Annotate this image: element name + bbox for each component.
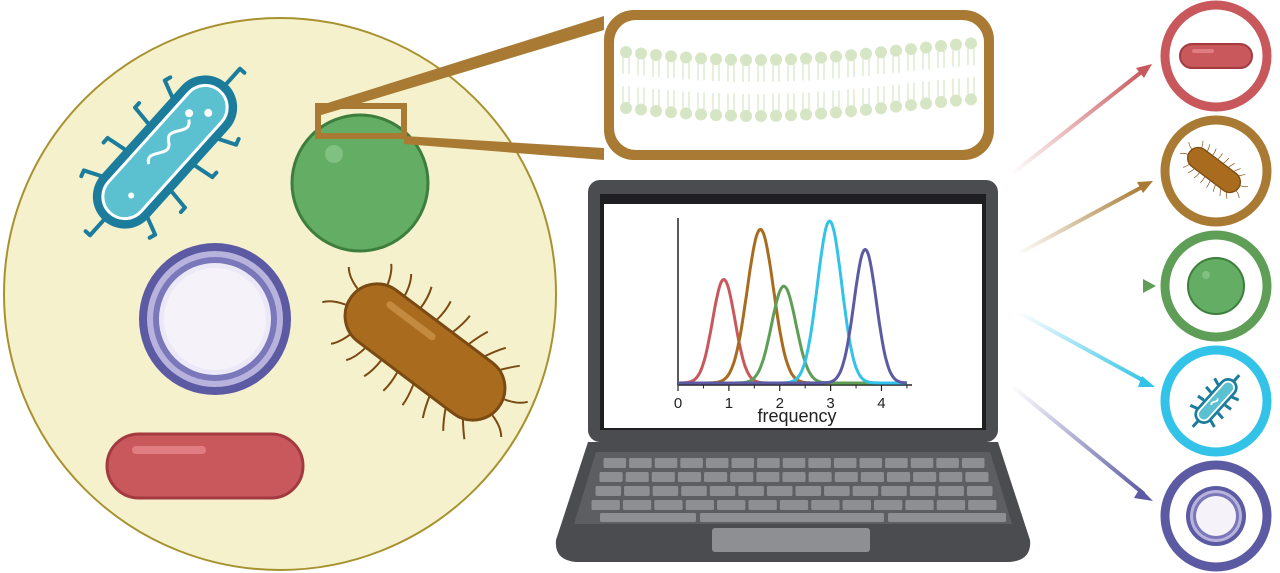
chart-tick-label-2: 2 (776, 395, 784, 412)
chart-tick-label-0: 0 (674, 395, 682, 412)
chart-tick-label-3: 3 (826, 395, 834, 412)
lipid-bilayer-icon (604, 10, 994, 160)
arrow-to-spore (1010, 384, 1146, 496)
laptop-trackpad (712, 528, 870, 552)
output-spore (1160, 460, 1272, 572)
laptop-icon (555, 180, 1031, 562)
spore-icon (139, 243, 291, 395)
chart-tick-label-4: 4 (877, 395, 885, 412)
arrow-to-pili (1017, 184, 1145, 256)
arrow-to-flagellated (1017, 310, 1147, 384)
chart-series-line-4 (677, 247, 908, 385)
chart-tick-label-1: 1 (725, 395, 733, 412)
laptop-keyboard (591, 458, 1006, 522)
membrane-zoom-connector (318, 16, 604, 160)
coccus-icon (290, 113, 430, 253)
output-arrows (1010, 64, 1156, 501)
arrow-to-rod (1010, 68, 1146, 176)
output-flagellated (1160, 345, 1272, 457)
chart-x-axis-title: frequency (757, 406, 836, 426)
output-coccus (1160, 230, 1272, 342)
flagellated-bacterium-icon (79, 66, 247, 240)
membrane-zoom-source (315, 103, 407, 139)
output-pili (1160, 115, 1272, 227)
output-rod (1160, 0, 1272, 112)
rod-bacterium-icon (105, 432, 305, 500)
frequency-chart: 0 1 2 3 4 frequency (674, 218, 912, 426)
pili-bacterium-icon (322, 263, 528, 440)
